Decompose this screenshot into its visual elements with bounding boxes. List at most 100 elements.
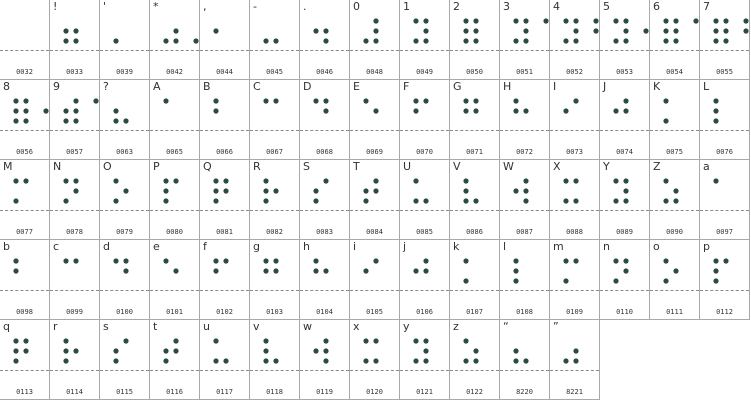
baseline <box>650 50 699 51</box>
glyph-char: i <box>353 240 357 253</box>
braille-dot <box>73 28 79 34</box>
braille-cell <box>713 258 729 284</box>
glyph-char: d <box>103 240 110 253</box>
braille-dot <box>363 268 369 274</box>
braille-dot <box>463 338 469 344</box>
braille-dot <box>563 38 569 44</box>
braille-dot <box>423 268 429 274</box>
braille-dot <box>213 268 219 274</box>
braille-dot <box>463 188 469 194</box>
braille-dot <box>423 18 429 24</box>
braille-dot <box>523 198 529 204</box>
braille-dot <box>473 98 479 104</box>
braille-cell <box>113 108 129 124</box>
glyph-code: 0121 <box>416 388 433 396</box>
glyph-cell: J 0074 <box>600 80 650 160</box>
baseline <box>300 130 349 131</box>
braille-dot <box>213 338 219 344</box>
glyph-char: B <box>203 80 211 93</box>
braille-dot <box>713 38 719 44</box>
glyph-code: 0101 <box>166 308 183 316</box>
braille-dot <box>623 108 629 114</box>
glyph-code: 0109 <box>566 308 583 316</box>
glyph-code: 0046 <box>316 68 333 76</box>
braille-dot <box>113 38 119 44</box>
glyph-char: O <box>103 160 112 173</box>
braille-cell <box>563 178 579 204</box>
glyph-char: k <box>453 240 460 253</box>
baseline <box>600 130 649 131</box>
braille-dot <box>693 18 699 24</box>
glyph-code: 0077 <box>16 228 33 236</box>
glyph-char: U <box>403 160 412 173</box>
glyph-cell: B 0066 <box>200 80 250 160</box>
baseline <box>400 210 449 211</box>
baseline <box>550 130 599 131</box>
baseline <box>350 50 399 51</box>
braille-dot <box>623 268 629 274</box>
braille-cell <box>563 98 579 114</box>
braille-dot <box>613 278 619 284</box>
glyph-char: T <box>353 160 360 173</box>
glyph-code: 0042 <box>166 68 183 76</box>
baseline <box>0 210 49 211</box>
braille-dot <box>463 358 469 364</box>
braille-cell <box>13 258 19 274</box>
braille-dot <box>523 178 529 184</box>
braille-dot <box>563 198 569 204</box>
braille-dot <box>273 98 279 104</box>
braille-cell <box>563 258 579 284</box>
braille-dot <box>213 258 219 264</box>
braille-cell <box>13 338 29 364</box>
braille-dot <box>223 178 229 184</box>
glyph-cell: x 0120 <box>350 320 400 400</box>
braille-dot <box>313 188 319 194</box>
braille-dot <box>713 278 719 284</box>
glyph-char: Y <box>603 160 610 173</box>
glyph-char: f <box>203 240 207 253</box>
glyph-cell: Z 0090 <box>650 160 700 240</box>
braille-dot <box>213 178 219 184</box>
braille-dot <box>423 98 429 104</box>
glyph-cell: e 0101 <box>150 240 200 320</box>
braille-dot <box>613 38 619 44</box>
baseline <box>50 370 99 371</box>
braille-dot <box>423 338 429 344</box>
braille-dot <box>513 268 519 274</box>
braille-dot <box>163 98 169 104</box>
braille-dot <box>363 38 369 44</box>
braille-dot <box>123 188 129 194</box>
glyph-cell: I 0073 <box>550 80 600 160</box>
glyph-char: D <box>303 80 312 93</box>
braille-dot <box>323 268 329 274</box>
braille-dot <box>713 178 719 184</box>
glyph-char: x <box>353 320 360 333</box>
braille-cell <box>213 98 219 114</box>
braille-dot <box>513 358 519 364</box>
baseline <box>500 50 549 51</box>
braille-dot <box>373 258 379 264</box>
glyph-code: 0120 <box>366 388 383 396</box>
braille-dot <box>373 178 379 184</box>
braille-dot <box>463 258 469 264</box>
baseline <box>100 370 149 371</box>
glyph-code: 0089 <box>616 228 633 236</box>
baseline <box>650 290 699 291</box>
braille-dot <box>513 188 519 194</box>
baseline <box>150 130 199 131</box>
glyph-char: Q <box>203 160 212 173</box>
braille-cell <box>163 28 199 44</box>
glyph-char: R <box>253 160 261 173</box>
braille-dot <box>673 28 679 34</box>
baseline <box>550 210 599 211</box>
braille-dot <box>323 338 329 344</box>
glyph-char: v <box>253 320 260 333</box>
braille-dot <box>13 338 19 344</box>
glyph-code: 0032 <box>16 68 33 76</box>
braille-cell <box>413 18 429 44</box>
braille-dot <box>513 18 519 24</box>
glyph-char: q <box>3 320 10 333</box>
glyph-code: 0067 <box>266 148 283 156</box>
braille-dot <box>463 198 469 204</box>
glyph-cell: p 0112 <box>700 240 750 320</box>
